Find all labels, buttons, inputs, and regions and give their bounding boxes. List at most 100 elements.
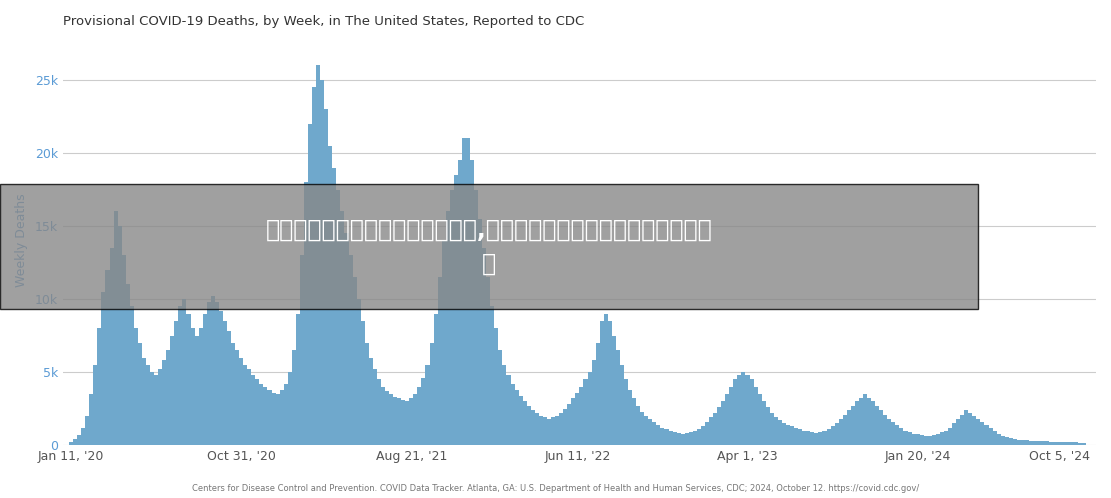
Bar bbox=[430, 343, 433, 445]
Bar bbox=[1033, 441, 1038, 445]
Bar bbox=[499, 350, 502, 445]
Bar bbox=[106, 270, 110, 445]
Bar bbox=[194, 336, 199, 445]
Bar bbox=[236, 350, 239, 445]
Bar bbox=[187, 314, 190, 445]
Bar bbox=[571, 398, 575, 445]
Bar bbox=[167, 350, 170, 445]
Bar bbox=[507, 375, 511, 445]
Bar bbox=[547, 419, 551, 445]
Bar bbox=[1029, 441, 1033, 445]
Bar bbox=[308, 124, 312, 445]
Bar bbox=[875, 406, 879, 445]
Bar bbox=[1017, 440, 1021, 445]
Bar bbox=[729, 387, 733, 445]
Bar bbox=[794, 428, 798, 445]
Bar bbox=[174, 321, 179, 445]
Bar bbox=[446, 212, 450, 445]
Bar bbox=[522, 401, 527, 445]
Bar bbox=[774, 417, 778, 445]
Bar bbox=[320, 80, 324, 445]
Bar bbox=[684, 433, 689, 445]
Bar bbox=[418, 387, 421, 445]
Bar bbox=[1073, 442, 1078, 445]
Bar bbox=[433, 314, 438, 445]
Bar bbox=[263, 387, 268, 445]
Bar bbox=[179, 306, 182, 445]
Bar bbox=[487, 277, 490, 445]
Bar bbox=[980, 422, 984, 445]
Bar bbox=[227, 331, 231, 445]
Bar bbox=[340, 212, 344, 445]
Bar bbox=[935, 434, 940, 445]
Bar bbox=[89, 394, 93, 445]
Bar bbox=[1082, 443, 1085, 445]
Bar bbox=[660, 428, 664, 445]
Bar bbox=[118, 226, 122, 445]
Bar bbox=[664, 429, 669, 445]
Bar bbox=[466, 138, 470, 445]
Bar bbox=[738, 375, 741, 445]
Bar bbox=[190, 328, 194, 445]
Bar bbox=[527, 406, 531, 445]
Bar bbox=[888, 419, 891, 445]
Bar bbox=[474, 190, 478, 445]
Bar bbox=[259, 384, 263, 445]
Bar bbox=[182, 299, 187, 445]
Bar bbox=[312, 87, 317, 445]
Bar bbox=[231, 343, 236, 445]
Bar bbox=[900, 428, 903, 445]
Bar bbox=[1058, 442, 1061, 445]
Bar bbox=[620, 365, 624, 445]
Bar bbox=[543, 417, 547, 445]
Bar bbox=[158, 369, 162, 445]
Bar bbox=[827, 429, 831, 445]
Bar bbox=[438, 277, 442, 445]
Bar bbox=[413, 394, 418, 445]
Bar bbox=[1021, 440, 1025, 445]
Bar bbox=[122, 255, 126, 445]
Bar bbox=[1070, 442, 1073, 445]
Bar bbox=[843, 414, 847, 445]
Bar bbox=[207, 302, 211, 445]
Bar bbox=[637, 406, 640, 445]
Bar bbox=[239, 358, 243, 445]
Bar bbox=[556, 416, 559, 445]
Bar bbox=[689, 432, 693, 445]
Bar bbox=[908, 432, 912, 445]
Bar bbox=[603, 314, 608, 445]
Bar bbox=[977, 419, 980, 445]
Bar bbox=[502, 365, 507, 445]
Bar bbox=[912, 434, 915, 445]
Bar bbox=[563, 409, 568, 445]
Bar bbox=[948, 428, 952, 445]
Bar bbox=[296, 314, 300, 445]
Bar bbox=[891, 422, 895, 445]
Bar bbox=[409, 398, 413, 445]
Bar bbox=[304, 182, 308, 445]
Bar bbox=[615, 350, 620, 445]
Bar bbox=[110, 248, 113, 445]
Bar bbox=[162, 361, 167, 445]
Bar bbox=[915, 434, 920, 445]
Bar bbox=[337, 190, 340, 445]
Bar bbox=[778, 420, 782, 445]
Bar bbox=[458, 160, 462, 445]
Bar bbox=[1009, 438, 1013, 445]
Bar bbox=[300, 255, 304, 445]
Bar bbox=[101, 292, 106, 445]
Bar bbox=[406, 401, 409, 445]
Bar bbox=[798, 429, 802, 445]
Bar bbox=[697, 429, 701, 445]
Bar bbox=[328, 146, 332, 445]
Bar bbox=[519, 395, 522, 445]
Bar bbox=[199, 328, 202, 445]
Bar bbox=[276, 394, 280, 445]
Bar bbox=[867, 398, 871, 445]
Bar bbox=[133, 328, 138, 445]
Bar bbox=[377, 379, 381, 445]
Bar bbox=[344, 234, 349, 445]
Bar bbox=[595, 343, 600, 445]
Bar bbox=[1065, 442, 1070, 445]
Bar bbox=[810, 432, 814, 445]
